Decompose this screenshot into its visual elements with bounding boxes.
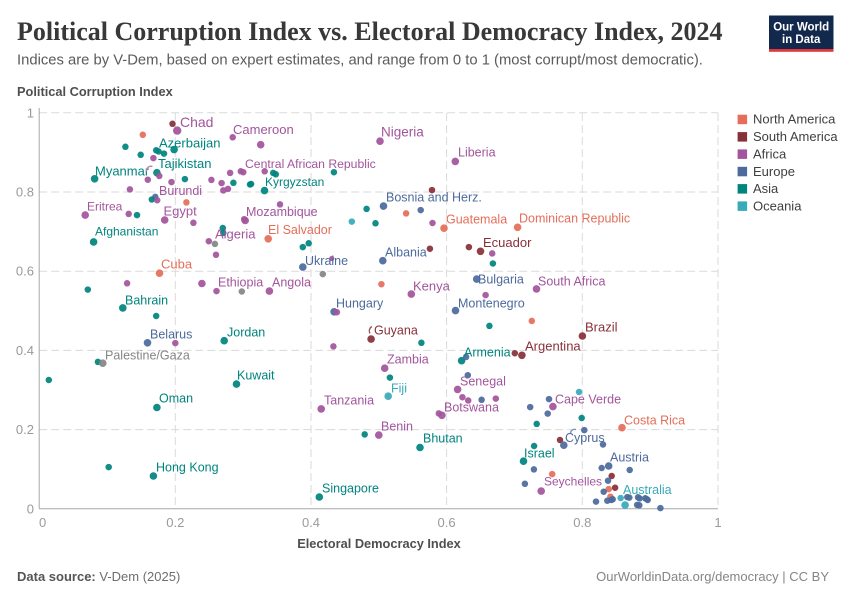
svg-text:Mozambique: Mozambique	[246, 205, 318, 219]
svg-text:0.8: 0.8	[573, 515, 591, 530]
svg-text:Asia: Asia	[753, 181, 779, 196]
svg-text:Central African Republic: Central African Republic	[245, 157, 376, 171]
svg-text:Montenegro: Montenegro	[458, 296, 525, 310]
svg-text:1: 1	[27, 105, 34, 120]
svg-text:Nigeria: Nigeria	[381, 125, 424, 140]
svg-text:Egypt: Egypt	[164, 204, 198, 219]
svg-text:South Africa: South Africa	[538, 274, 605, 288]
svg-text:Kyrgyzstan: Kyrgyzstan	[265, 175, 324, 189]
svg-text:Tanzania: Tanzania	[324, 393, 374, 407]
svg-text:0: 0	[39, 515, 46, 530]
svg-text:Kenya: Kenya	[413, 279, 451, 294]
svg-text:Argentina: Argentina	[525, 339, 581, 354]
svg-text:Europe: Europe	[753, 164, 795, 179]
svg-text:OurWorldinData.org/democracy |: OurWorldinData.org/democracy | CC BY	[596, 569, 829, 584]
svg-text:Jordan: Jordan	[227, 325, 265, 339]
svg-text:Palestine/Gaza: Palestine/Gaza	[105, 348, 190, 362]
svg-text:0.6: 0.6	[438, 515, 456, 530]
svg-text:Political Corruption Index vs.: Political Corruption Index vs. Electoral…	[17, 17, 723, 46]
svg-text:Data source: V-Dem (2025): Data source: V-Dem (2025)	[17, 569, 180, 584]
svg-text:Oman: Oman	[159, 391, 193, 405]
svg-text:North America: North America	[753, 112, 836, 127]
svg-text:Seychelles: Seychelles	[544, 475, 602, 489]
svg-text:0: 0	[27, 501, 34, 516]
svg-text:Israel: Israel	[524, 446, 555, 460]
svg-text:Myanmar: Myanmar	[95, 164, 150, 179]
svg-text:Burundi: Burundi	[159, 184, 202, 198]
svg-text:Bahrain: Bahrain	[125, 293, 168, 307]
svg-text:Fiji: Fiji	[391, 381, 407, 395]
svg-text:Singapore: Singapore	[322, 481, 379, 495]
svg-text:Bosnia and Herz.: Bosnia and Herz.	[386, 190, 482, 204]
svg-text:Cameroon: Cameroon	[233, 122, 294, 137]
svg-text:Indices are by V-Dem, based on: Indices are by V-Dem, based on expert es…	[17, 53, 703, 69]
svg-text:Brazil: Brazil	[585, 320, 618, 335]
svg-text:Chad: Chad	[180, 114, 213, 130]
svg-text:Australia: Australia	[623, 483, 672, 497]
svg-text:Cuba: Cuba	[161, 257, 193, 272]
svg-text:Algeria: Algeria	[215, 227, 256, 242]
svg-text:Azerbaijan: Azerbaijan	[159, 136, 220, 151]
svg-text:Afghanistan: Afghanistan	[95, 225, 158, 239]
svg-text:0.4: 0.4	[302, 515, 320, 530]
svg-text:0.2: 0.2	[16, 422, 34, 437]
svg-text:Eritrea: Eritrea	[87, 200, 123, 214]
svg-text:Africa: Africa	[753, 146, 787, 161]
svg-text:Kuwait: Kuwait	[237, 369, 275, 383]
svg-text:Angola: Angola	[272, 275, 311, 289]
svg-text:Political Corruption Index: Political Corruption Index	[17, 84, 174, 99]
svg-text:Guyana: Guyana	[374, 323, 418, 337]
svg-text:Dominican Republic: Dominican Republic	[519, 211, 630, 225]
svg-text:Tajikistan: Tajikistan	[158, 156, 211, 171]
svg-text:Zambia: Zambia	[387, 352, 429, 366]
svg-text:Hong Kong: Hong Kong	[156, 460, 219, 474]
svg-text:Our World: Our World	[773, 22, 829, 34]
svg-text:South America: South America	[753, 129, 838, 144]
svg-text:Bhutan: Bhutan	[423, 431, 463, 445]
svg-text:Guatemala: Guatemala	[446, 212, 507, 226]
svg-text:Costa Rica: Costa Rica	[624, 413, 685, 427]
svg-text:Albania: Albania	[385, 246, 427, 260]
svg-text:in Data: in Data	[782, 34, 821, 46]
svg-text:1: 1	[714, 515, 721, 530]
svg-text:0.4: 0.4	[16, 343, 34, 358]
svg-text:Bulgaria: Bulgaria	[478, 272, 524, 286]
svg-text:Ethiopia: Ethiopia	[218, 275, 263, 289]
svg-text:0.8: 0.8	[16, 185, 34, 200]
svg-text:Ecuador: Ecuador	[483, 235, 532, 250]
svg-text:Oceania: Oceania	[753, 198, 802, 213]
svg-text:Ukraine: Ukraine	[305, 254, 348, 268]
svg-text:Hungary: Hungary	[336, 296, 384, 310]
svg-text:Botswana: Botswana	[444, 400, 499, 414]
svg-text:Liberia: Liberia	[458, 145, 496, 159]
svg-text:Senegal: Senegal	[460, 374, 506, 388]
svg-text:Austria: Austria	[610, 450, 649, 464]
svg-text:0.6: 0.6	[16, 264, 34, 279]
svg-text:El Salvador: El Salvador	[268, 223, 332, 237]
svg-text:Belarus: Belarus	[150, 327, 192, 341]
svg-text:Electoral Democracy Index: Electoral Democracy Index	[297, 536, 461, 551]
svg-text:Cape Verde: Cape Verde	[555, 392, 621, 406]
svg-text:Benin: Benin	[381, 419, 413, 433]
svg-text:Armenia: Armenia	[464, 345, 511, 359]
svg-text:0.2: 0.2	[166, 515, 184, 530]
svg-text:Cyprus: Cyprus	[565, 431, 605, 445]
